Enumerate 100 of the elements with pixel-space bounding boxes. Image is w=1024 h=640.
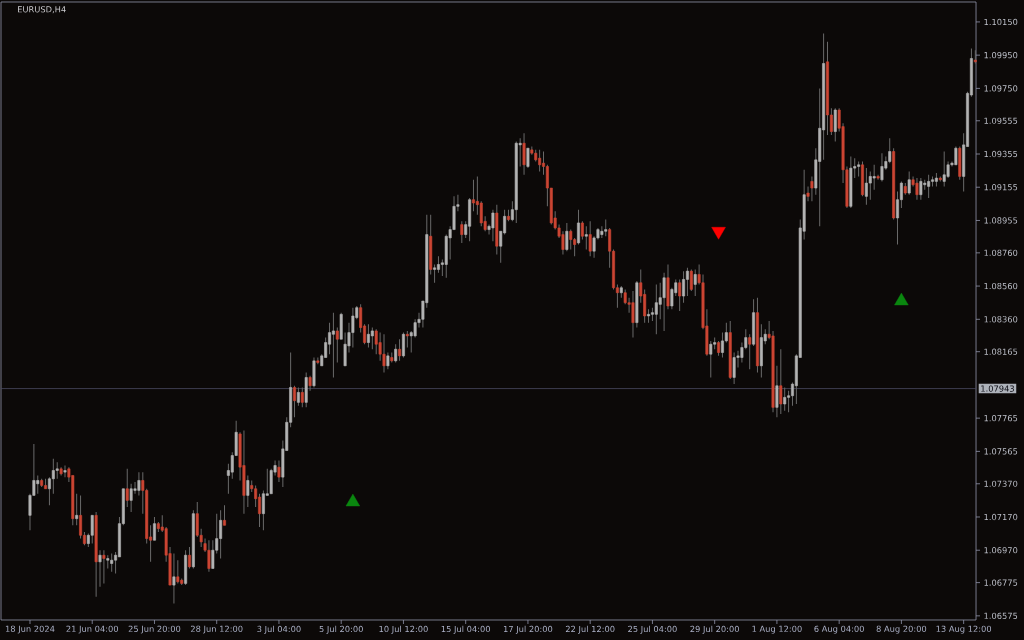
x-tick-label: 15 Jul 04:00 xyxy=(441,625,491,634)
candlestick xyxy=(98,549,102,588)
candlestick xyxy=(942,151,946,187)
x-tick-label: 13 Aug 12:00 xyxy=(936,625,992,634)
x-tick-label: 8 Aug 20:00 xyxy=(876,625,927,634)
x-tick-label: 1 Aug 12:00 xyxy=(752,625,802,634)
candlestick xyxy=(565,222,569,252)
x-tick-label: 21 Jun 04:00 xyxy=(66,625,119,634)
candlestick xyxy=(79,494,83,540)
y-tick-label: 1.07370 xyxy=(984,480,1018,487)
candlestick xyxy=(401,332,405,359)
y-tick-label: 1.07170 xyxy=(984,513,1018,521)
x-tick-label: 29 Jul 20:00 xyxy=(690,625,739,634)
candlestick xyxy=(296,386,300,407)
candlestick xyxy=(293,385,296,418)
x-tick-label: 18 Jun 2024 xyxy=(5,625,55,634)
candlestick xyxy=(328,322,331,355)
candlestick xyxy=(732,352,736,385)
candlestick xyxy=(915,177,919,201)
candlestick xyxy=(433,263,437,284)
candlestick xyxy=(137,471,141,496)
y-tick-label: 1.09750 xyxy=(984,85,1018,92)
candlestick xyxy=(246,474,250,508)
candlestick xyxy=(102,549,106,584)
candlestick xyxy=(577,209,580,246)
candlestick xyxy=(783,386,787,412)
candlestick xyxy=(36,474,40,495)
y-tick-label: 1.07765 xyxy=(984,415,1018,422)
x-tick-label: 22 Jul 12:00 xyxy=(565,625,615,634)
candlestick xyxy=(125,468,129,508)
x-tick-label: 28 Jun 12:00 xyxy=(190,625,243,634)
candlestick xyxy=(75,493,79,526)
x-tick-label: 10 Jul 12:00 xyxy=(379,625,428,634)
candlestick xyxy=(460,220,464,244)
candlestick xyxy=(864,167,868,206)
candlestick xyxy=(351,307,355,349)
candlestick xyxy=(63,465,67,478)
candlestick xyxy=(331,312,335,378)
candlestick xyxy=(689,268,693,292)
y-tick-label: 1.07565 xyxy=(984,448,1018,455)
candlestick xyxy=(868,170,872,201)
candlestick xyxy=(748,333,752,370)
candlestick xyxy=(685,267,689,297)
candlestick xyxy=(584,225,588,251)
y-tick-label: 1.08955 xyxy=(984,217,1018,224)
y-tick-label: 1.08560 xyxy=(984,282,1018,290)
candlestick xyxy=(261,489,265,531)
y-tick-label: 1.08165 xyxy=(984,348,1018,355)
candlestick xyxy=(129,483,133,513)
chart-title: EURUSD,H4 xyxy=(18,6,66,14)
candlestick xyxy=(954,146,958,166)
x-tick-label: 6 Aug 04:00 xyxy=(814,625,864,634)
y-tick-label: 1.08760 xyxy=(984,249,1018,256)
candlestick xyxy=(833,107,837,143)
x-tick-label: 17 Jul 20:00 xyxy=(503,625,553,634)
x-tick-label: 25 Jun 20:00 xyxy=(128,625,181,634)
candlestick xyxy=(223,504,226,526)
candlestick xyxy=(631,290,635,339)
candlestick xyxy=(538,149,542,172)
candlestick xyxy=(219,509,223,560)
y-tick-label: 1.08360 xyxy=(984,316,1018,323)
y-tick-label: 1.06575 xyxy=(984,612,1018,619)
candlestick xyxy=(693,268,697,297)
x-tick-label: 3 Jul 04:00 xyxy=(257,625,301,634)
y-tick-label: 1.09155 xyxy=(984,184,1018,191)
candlestick xyxy=(907,170,911,196)
candlestick xyxy=(709,340,713,378)
candlestick xyxy=(654,283,658,335)
y-tick-label: 1.06970 xyxy=(984,547,1018,554)
candlestick xyxy=(472,179,475,212)
candlestick xyxy=(370,327,374,350)
candlestick xyxy=(682,270,686,304)
candlestick xyxy=(522,132,526,176)
candlestick xyxy=(188,546,191,569)
candlestick xyxy=(580,220,584,241)
candlestick xyxy=(300,386,304,408)
candlestick xyxy=(779,348,783,415)
candlestick xyxy=(394,343,398,363)
y-tick-label: 1.09355 xyxy=(984,150,1018,158)
candlestick xyxy=(51,458,55,495)
candlestick xyxy=(172,553,176,604)
candlestick xyxy=(176,559,180,584)
x-tick-label: 5 Jul 20:00 xyxy=(319,625,363,634)
candlestick xyxy=(919,177,923,201)
candlestick xyxy=(382,333,386,373)
x-tick-label: 25 Jul 04:00 xyxy=(628,625,677,634)
y-tick-label: 1.09950 xyxy=(984,52,1018,59)
candlestick xyxy=(153,516,156,541)
candlestick xyxy=(491,209,495,242)
y-tick-label: 1.09555 xyxy=(984,117,1018,124)
candlestick xyxy=(880,152,884,182)
candlestick xyxy=(872,164,876,191)
candlestick xyxy=(662,272,666,332)
candlestick xyxy=(110,553,114,573)
candlestick xyxy=(398,338,402,362)
candlestick xyxy=(366,323,370,349)
candlestick xyxy=(90,514,94,545)
ref-line-label: 1.07943 xyxy=(981,385,1014,392)
candlestick xyxy=(678,278,682,312)
y-tick-label: 1.06775 xyxy=(984,579,1018,586)
